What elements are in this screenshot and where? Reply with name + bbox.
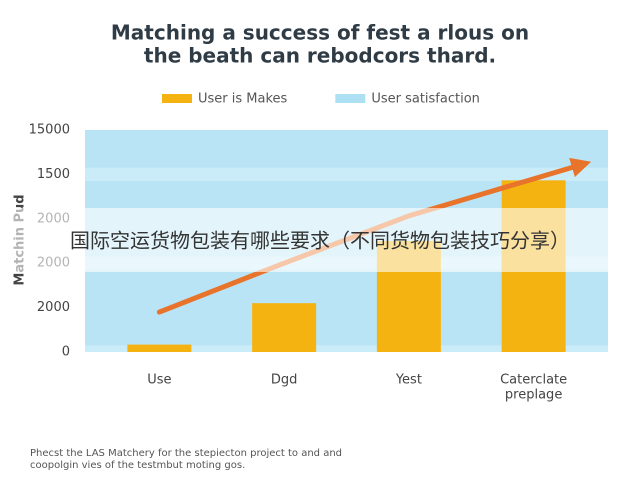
legend-label: User is Makes xyxy=(198,92,288,107)
trend-arrow-head xyxy=(532,157,592,182)
overlay-text: 国际空运货物包装有哪些要求（不同货物包装技巧分享） xyxy=(70,229,570,253)
overlay-band xyxy=(0,208,640,272)
x-tick-label: Dgd xyxy=(271,373,298,388)
y-tick-label: 15000 xyxy=(29,123,70,138)
bar xyxy=(127,344,192,352)
bar xyxy=(252,303,317,352)
footnote: Phecst the LAS Matchery for the stepiect… xyxy=(30,448,342,459)
chart-title: the beath can rebodcors thard. xyxy=(144,44,496,68)
chart-title: Matching a success of fest a rlous on xyxy=(111,21,529,45)
legend-label: User satisfaction xyxy=(371,92,480,107)
footnote: coopolgin vies of the testmbut moting go… xyxy=(30,460,245,471)
x-tick-label: Yest xyxy=(395,373,422,388)
plot-band xyxy=(85,167,608,182)
plot-band xyxy=(85,345,608,359)
legend-swatch xyxy=(162,94,192,103)
y-tick-label: 1500 xyxy=(37,167,70,182)
y-tick-label: 2000 xyxy=(37,300,70,315)
x-tick-label: Caterclate xyxy=(500,373,567,388)
legend-swatch xyxy=(335,94,366,103)
x-tick-label: Use xyxy=(147,373,171,388)
x-tick-label: preplage xyxy=(505,388,562,403)
y-tick-label: 0 xyxy=(62,345,70,360)
